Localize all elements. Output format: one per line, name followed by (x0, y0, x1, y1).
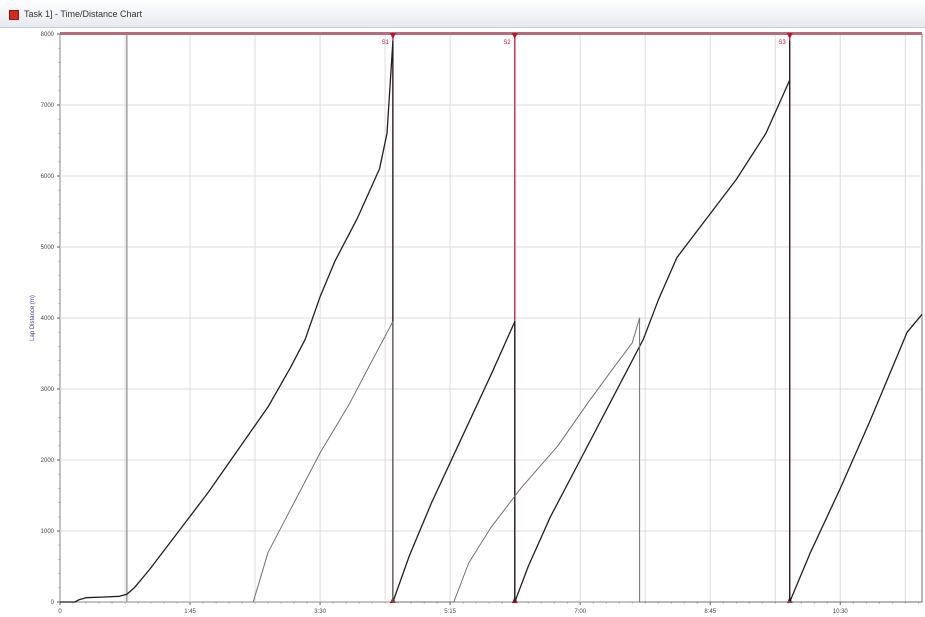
lap-marker-label: S1 (382, 40, 390, 46)
y-tick-label: 3000 (41, 387, 55, 393)
window-title: Task 1] - Time/Distance Chart (24, 9, 143, 19)
x-tick-label: 10:30 (833, 609, 849, 615)
chart-series (60, 40, 923, 603)
y-tick-label: 6000 (41, 174, 55, 180)
x-tick-label: 3:30 (314, 609, 326, 615)
series-line-1 (60, 40, 923, 603)
y-tick-label: 2000 (41, 458, 55, 464)
y-axis-label: Lap Distance (m) (30, 295, 36, 341)
x-tick-label: 7:00 (574, 609, 586, 615)
lap-marker-top-triangle (389, 33, 396, 39)
y-tick-label: 0 (51, 600, 55, 606)
y-tick-label: 1000 (41, 529, 55, 535)
y-tick-label: 8000 (41, 32, 55, 38)
window-titlebar: Task 1] - Time/Distance Chart (0, 0, 925, 28)
x-tick-label: 1:45 (184, 609, 196, 615)
x-tick-label: 5:15 (444, 609, 456, 615)
lap-marker-top-triangle (786, 33, 793, 39)
chart-grid (59, 33, 923, 603)
lap-marker-label: S2 (503, 40, 511, 46)
time-distance-chart: 0 1000 2000 3000 4000 5000 6000 7000 8000 0 1:45 3:… (30, 32, 923, 615)
series-line-2 (252, 317, 923, 603)
top-marker-band (60, 32, 922, 35)
x-tick-label: 8:45 (704, 609, 716, 615)
y-tick-label: 7000 (41, 103, 55, 109)
y-tick-label: 4000 (41, 316, 55, 322)
lap-marker-top-triangle (511, 33, 518, 39)
chart-panel: 0 1000 2000 3000 4000 5000 6000 7000 8000 0 1:45 3:… (0, 28, 925, 617)
app-logo-icon (9, 10, 19, 20)
lap-marker-label: S3 (778, 40, 786, 46)
y-tick-label: 5000 (41, 245, 55, 251)
x-tick-label: 0 (58, 609, 62, 615)
